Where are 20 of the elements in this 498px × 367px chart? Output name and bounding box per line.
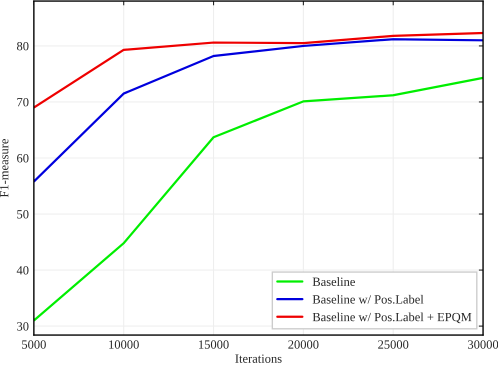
y-tick-label: 60 bbox=[17, 154, 29, 162]
y-tick-label: 30 bbox=[17, 322, 29, 331]
y-axis-title: F1-measure bbox=[0, 139, 8, 198]
y-tick-label: 80 bbox=[16, 42, 29, 50]
line-series bbox=[34, 76, 484, 322]
x-tick-label: 15000 bbox=[199, 340, 229, 349]
y-tick-label: 40 bbox=[16, 266, 29, 275]
x-tick-label: 20000 bbox=[288, 340, 319, 349]
legend-label: Baseline w/ Pos.Label bbox=[312, 294, 424, 304]
x-axis-title: Iterations bbox=[235, 354, 282, 363]
x-tick-label: 5000 bbox=[22, 340, 46, 349]
x-tick-label: 10000 bbox=[109, 340, 139, 349]
x-tick-label: 30000 bbox=[468, 340, 498, 349]
line-series bbox=[34, 38, 484, 183]
line-series bbox=[34, 32, 484, 109]
legend-label: Baseline w/ Pos.Label + EPQM bbox=[312, 312, 472, 324]
legend-label: Baseline bbox=[312, 277, 355, 286]
x-tick-label: 25000 bbox=[378, 340, 408, 349]
y-tick-label: 70 bbox=[17, 98, 29, 106]
y-tick-label: 50 bbox=[17, 210, 29, 218]
